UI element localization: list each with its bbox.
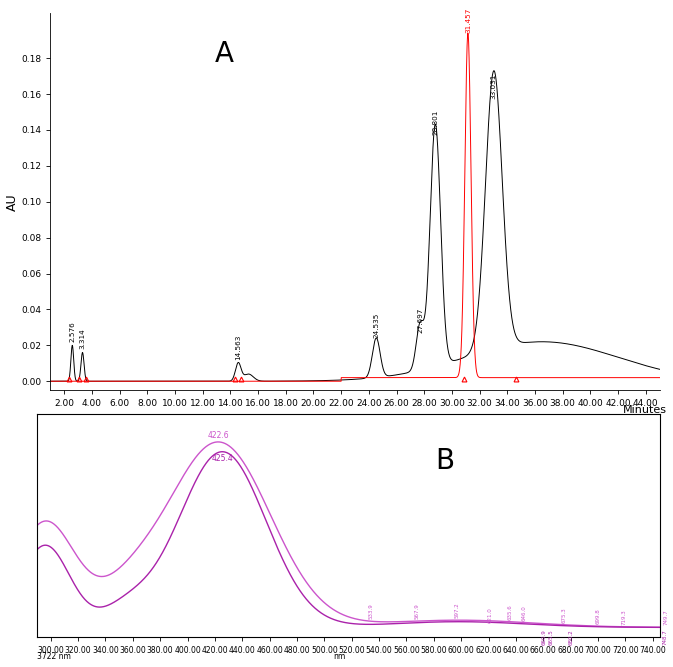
Text: 680.2: 680.2 bbox=[569, 630, 573, 645]
Text: nm: nm bbox=[333, 652, 345, 661]
Text: 665.5: 665.5 bbox=[548, 630, 553, 645]
Text: 748.7: 748.7 bbox=[662, 630, 667, 645]
Text: 3722 nm: 3722 nm bbox=[37, 652, 71, 661]
Text: 646.0: 646.0 bbox=[522, 605, 526, 620]
Text: 533.9: 533.9 bbox=[368, 604, 374, 619]
Text: 597.2: 597.2 bbox=[455, 602, 460, 618]
Text: 635.6: 635.6 bbox=[507, 604, 512, 620]
Text: 14.563: 14.563 bbox=[236, 334, 241, 360]
Text: 24.535: 24.535 bbox=[374, 313, 380, 338]
Text: 31.457: 31.457 bbox=[465, 8, 471, 33]
Text: 422.6: 422.6 bbox=[208, 431, 229, 440]
Text: 621.0: 621.0 bbox=[487, 607, 493, 623]
Text: 2.576: 2.576 bbox=[69, 321, 75, 342]
Text: 699.8: 699.8 bbox=[595, 608, 600, 624]
Text: B: B bbox=[435, 448, 454, 476]
Text: 28.801: 28.801 bbox=[432, 110, 438, 135]
Text: 719.3: 719.3 bbox=[622, 609, 627, 625]
Text: 27.697: 27.697 bbox=[417, 307, 423, 333]
Text: 3.314: 3.314 bbox=[79, 328, 85, 349]
Text: 567.9: 567.9 bbox=[415, 604, 420, 619]
Text: 660.9: 660.9 bbox=[542, 630, 547, 645]
Text: 749.7: 749.7 bbox=[664, 610, 668, 626]
Text: 425.4: 425.4 bbox=[211, 454, 233, 463]
Text: 675.3: 675.3 bbox=[562, 607, 567, 623]
Text: A: A bbox=[215, 40, 234, 68]
Y-axis label: AU: AU bbox=[5, 193, 19, 211]
Text: Minutes: Minutes bbox=[623, 405, 666, 415]
Text: 33.031: 33.031 bbox=[491, 74, 497, 99]
